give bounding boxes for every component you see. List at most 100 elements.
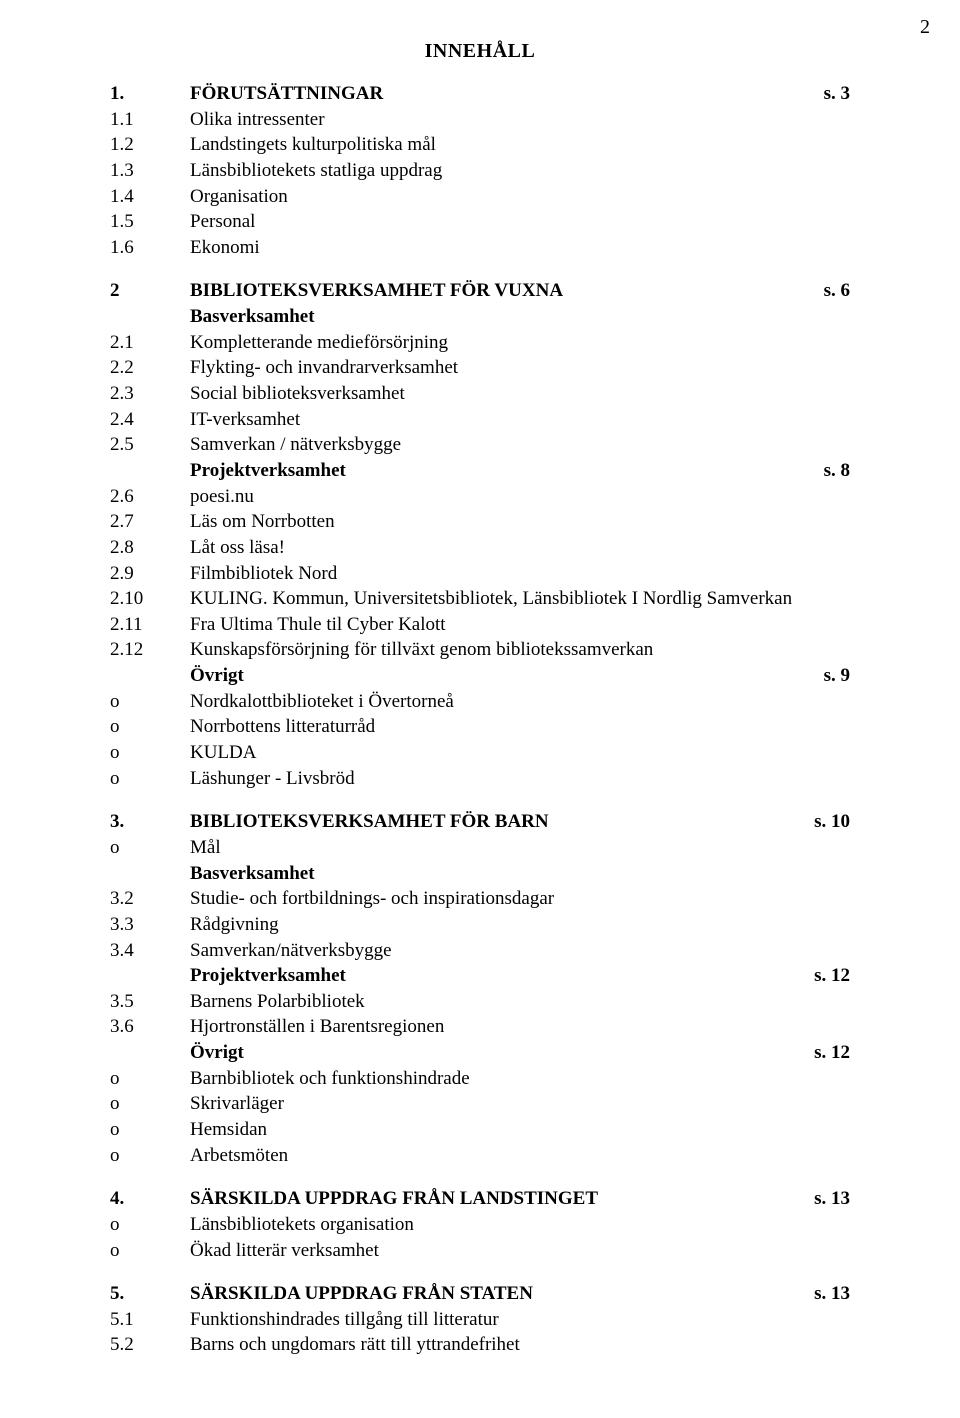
toc-row-page: s. 8: [795, 458, 850, 484]
toc-row: 1.3Länsbibliotekets statliga uppdrag: [110, 158, 850, 184]
toc-row-number: 1.3: [110, 158, 190, 184]
toc-row: 1.1Olika intressenter: [110, 107, 850, 133]
toc-row-number: o: [110, 689, 190, 715]
toc-row-title: Rådgivning: [190, 912, 795, 938]
toc-row-number: 2.8: [110, 535, 190, 561]
toc-row-page: s. 3: [795, 81, 850, 107]
toc-row-title: Läs om Norrbotten: [190, 509, 795, 535]
toc-row-title: FÖRUTSÄTTNINGAR: [190, 81, 795, 107]
toc-row-number: 2.1: [110, 330, 190, 356]
document-title: INNEHÅLL: [110, 40, 850, 63]
toc-row-page: s. 13: [795, 1186, 850, 1212]
toc-row-title: KULDA: [190, 740, 795, 766]
toc-row: 4.SÄRSKILDA UPPDRAG FRÅN LANDSTINGETs. 1…: [110, 1186, 850, 1212]
toc-row: 3.6Hjortronställen i Barentsregionen: [110, 1014, 850, 1040]
toc-row: 3.BIBLIOTEKSVERKSAMHET FÖR BARNs. 10: [110, 809, 850, 835]
toc-row: 3.2Studie- och fortbildnings- och inspir…: [110, 886, 850, 912]
toc-row-title: Hemsidan: [190, 1117, 795, 1143]
toc-row-title: KULING. Kommun, Universitetsbibliotek, L…: [190, 586, 795, 612]
toc-row: 2.1Kompletterande medieförsörjning: [110, 330, 850, 356]
toc-row-number: o: [110, 835, 190, 861]
page-number: 2: [920, 16, 930, 39]
toc-row: 1.FÖRUTSÄTTNINGARs. 3: [110, 81, 850, 107]
toc-row-title: Länsbibliotekets statliga uppdrag: [190, 158, 795, 184]
toc-row-number: o: [110, 1066, 190, 1092]
toc-row-number: 2.5: [110, 432, 190, 458]
toc-row: 1.5Personal: [110, 209, 850, 235]
toc-row-title: Funktionshindrades tillgång till littera…: [190, 1307, 795, 1333]
toc-row-title: Personal: [190, 209, 795, 235]
toc-row: 2.12Kunskapsförsörjning för tillväxt gen…: [110, 637, 850, 663]
toc-row: Övrigts. 12: [110, 1040, 850, 1066]
toc-row: 1.4Organisation: [110, 184, 850, 210]
toc-row: 2.5Samverkan / nätverksbygge: [110, 432, 850, 458]
toc-row-number: 5.: [110, 1281, 190, 1307]
toc-row: 5.SÄRSKILDA UPPDRAG FRÅN STATENs. 13: [110, 1281, 850, 1307]
toc-row-title: Barns och ungdomars rätt till yttrandefr…: [190, 1332, 795, 1358]
toc-row: 2.4IT-verksamhet: [110, 407, 850, 433]
toc-row: 2.2Flykting- och invandrarverksamhet: [110, 355, 850, 381]
toc-row: 3.4Samverkan/nätverksbygge: [110, 938, 850, 964]
toc-row-number: o: [110, 740, 190, 766]
toc-row-title: Ökad litterär verksamhet: [190, 1238, 795, 1264]
toc-row-number: 1.6: [110, 235, 190, 261]
toc-row: 3.5Barnens Polarbibliotek: [110, 989, 850, 1015]
toc-row: 3.3Rådgivning: [110, 912, 850, 938]
toc-row-title: SÄRSKILDA UPPDRAG FRÅN LANDSTINGET: [190, 1186, 795, 1212]
toc-row-number: 2.3: [110, 381, 190, 407]
toc-row: oLänsbibliotekets organisation: [110, 1212, 850, 1238]
toc-row: Basverksamhet: [110, 304, 850, 330]
toc-row: oLäshunger - Livsbröd: [110, 766, 850, 792]
document-page: 2 INNEHÅLL 1.FÖRUTSÄTTNINGARs. 31.1Olika…: [0, 0, 960, 1418]
toc-row-number: 2: [110, 278, 190, 304]
toc-row-title: BIBLIOTEKSVERKSAMHET FÖR BARN: [190, 809, 795, 835]
toc-gap: [110, 260, 850, 278]
toc-row-page: s. 13: [795, 1281, 850, 1307]
toc-row: Övrigts. 9: [110, 663, 850, 689]
toc-row: 2BIBLIOTEKSVERKSAMHET FÖR VUXNAs. 6: [110, 278, 850, 304]
toc-row-title: Samverkan / nätverksbygge: [190, 432, 795, 458]
toc-row: oHemsidan: [110, 1117, 850, 1143]
toc-row-title: Skrivarläger: [190, 1091, 795, 1117]
toc-row-title: Projektverksamhet: [190, 458, 795, 484]
toc-row: 1.6Ekonomi: [110, 235, 850, 261]
toc-row-number: o: [110, 1091, 190, 1117]
toc-row-title: IT-verksamhet: [190, 407, 795, 433]
toc-row-number: 3.5: [110, 989, 190, 1015]
toc-row-number: 3.: [110, 809, 190, 835]
toc-row-number: o: [110, 766, 190, 792]
toc-row-title: Barnens Polarbibliotek: [190, 989, 795, 1015]
toc-row-number: 4.: [110, 1186, 190, 1212]
toc-row-title: Olika intressenter: [190, 107, 795, 133]
toc-row: oÖkad litterär verksamhet: [110, 1238, 850, 1264]
toc-row-title: Landstingets kulturpolitiska mål: [190, 132, 795, 158]
toc-row: oNordkalottbiblioteket i Övertorneå: [110, 689, 850, 715]
toc-row-page: s. 12: [795, 963, 850, 989]
toc-row-number: 1.4: [110, 184, 190, 210]
toc-row-title: Nordkalottbiblioteket i Övertorneå: [190, 689, 795, 715]
toc-row-title: poesi.nu: [190, 484, 795, 510]
toc-row: oArbetsmöten: [110, 1143, 850, 1169]
toc-row: 2.6poesi.nu: [110, 484, 850, 510]
toc-row-title: Fra Ultima Thule til Cyber Kalott: [190, 612, 795, 638]
toc-row-number: o: [110, 1238, 190, 1264]
toc-gap: [110, 1168, 850, 1186]
toc-row-title: Barnbibliotek och funktionshindrade: [190, 1066, 795, 1092]
toc-row-number: 2.2: [110, 355, 190, 381]
toc-row: 5.1Funktionshindrades tillgång till litt…: [110, 1307, 850, 1333]
toc-row: 2.11Fra Ultima Thule til Cyber Kalott: [110, 612, 850, 638]
toc-row: Projektverksamhets. 8: [110, 458, 850, 484]
toc-row-page: s. 6: [795, 278, 850, 304]
toc-row-title: Kompletterande medieförsörjning: [190, 330, 795, 356]
toc-row-title: Övrigt: [190, 1040, 795, 1066]
toc-row-number: 2.11: [110, 612, 190, 638]
toc-row-page: s. 9: [795, 663, 850, 689]
toc-row-title: Filmbibliotek Nord: [190, 561, 795, 587]
toc-row-title: Flykting- och invandrarverksamhet: [190, 355, 795, 381]
toc-row-title: Projektverksamhet: [190, 963, 795, 989]
toc-row-number: 3.4: [110, 938, 190, 964]
toc-row-title: BIBLIOTEKSVERKSAMHET FÖR VUXNA: [190, 278, 795, 304]
toc-row-number: 1.: [110, 81, 190, 107]
toc-row: oBarnbibliotek och funktionshindrade: [110, 1066, 850, 1092]
toc-row-number: o: [110, 1143, 190, 1169]
